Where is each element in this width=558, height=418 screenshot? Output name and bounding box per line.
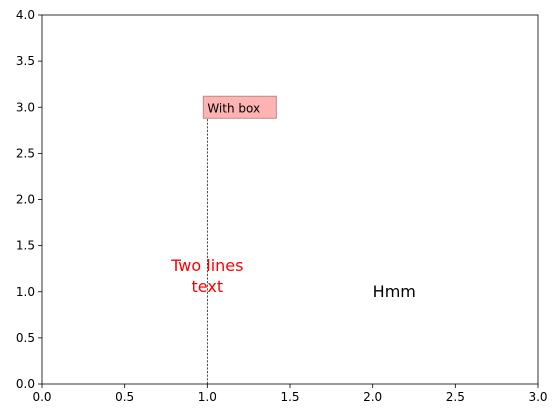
annotation-two-lines: Two lines text	[170, 256, 243, 296]
y-tick-label: 0.5	[16, 331, 35, 345]
annotation-text: Hmm	[373, 282, 416, 301]
plot-area: Two lines text With box Hmm	[170, 95, 416, 384]
y-tick-label: 3.5	[16, 54, 35, 68]
annotation-text: text	[192, 277, 224, 296]
x-tick-label: 2.5	[446, 390, 465, 404]
x-tick-label: 0.0	[32, 390, 51, 404]
annotation-box	[202, 95, 277, 119]
x-tick-label: 1.5	[280, 390, 299, 404]
annotation-hmm: Hmm	[373, 282, 416, 301]
y-axis: 0.0 0.5 1.0 1.5 2.0 2.5 3.0 3.5 4.0	[16, 8, 42, 391]
annotation-text: Two lines	[170, 256, 243, 275]
annotation-text: With box	[207, 101, 260, 115]
annotation-with-box: With box	[202, 95, 277, 119]
y-tick-label: 0.0	[16, 377, 35, 391]
y-tick-label: 4.0	[16, 8, 35, 22]
x-tick-label: 1.0	[198, 390, 217, 404]
y-tick-label: 2.0	[16, 193, 35, 207]
y-tick-label: 3.0	[16, 100, 35, 114]
x-tick-label: 2.0	[363, 390, 382, 404]
x-tick-label: 3.0	[528, 390, 547, 404]
x-axis: 0.0 0.5 1.0 1.5 2.0 2.5 3.0	[32, 384, 548, 404]
y-tick-label: 1.5	[16, 239, 35, 253]
y-tick-label: 1.0	[16, 285, 35, 299]
y-tick-label: 2.5	[16, 146, 35, 160]
x-tick-label: 0.5	[115, 390, 134, 404]
